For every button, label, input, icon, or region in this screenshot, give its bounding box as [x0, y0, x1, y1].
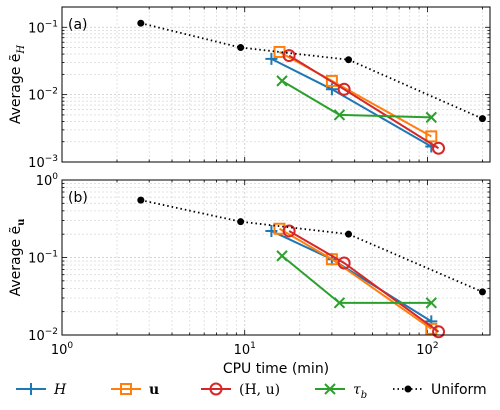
y-tick-label: 10−2 — [28, 327, 58, 344]
legend-label-Hu: (H, u) — [239, 382, 280, 398]
series-line-Hu — [288, 230, 440, 333]
legend-label-H: H — [53, 382, 67, 398]
data-point-uniform — [137, 19, 145, 27]
legend-label-tau: τb — [353, 382, 367, 401]
data-point-Hu — [337, 256, 351, 270]
series-Hu — [282, 224, 446, 339]
data-point-u — [425, 130, 438, 143]
data-point-uniform — [345, 56, 353, 64]
series-u — [273, 222, 438, 335]
legend-entry-tau: τb — [315, 382, 367, 401]
series-line-uniform — [140, 199, 483, 293]
data-point-tau — [425, 297, 438, 309]
grid — [61, 179, 490, 336]
panel-label: (b) — [68, 190, 88, 206]
data-point-Hu — [432, 325, 446, 339]
data-point-tau — [276, 75, 288, 87]
data-point-Hu — [282, 49, 296, 63]
series-line-tau — [281, 255, 432, 304]
data-point-H — [265, 52, 278, 65]
series-line-u — [278, 227, 432, 330]
x-tick-label: 101 — [234, 341, 256, 358]
legend-entry-H: H — [16, 382, 67, 398]
series-Hu — [282, 49, 446, 155]
data-point-uniform — [237, 44, 245, 52]
data-point-H — [265, 224, 278, 237]
legend-entry-uniform: Uniform — [393, 382, 487, 398]
series-line-H — [270, 57, 432, 148]
legend-label-u: u — [149, 382, 159, 398]
data-point-u — [425, 322, 438, 335]
data-point-u — [325, 74, 338, 87]
series-uniform — [137, 196, 486, 296]
plot-frame — [61, 6, 491, 163]
panel-label: (a) — [68, 17, 88, 33]
series-H — [265, 52, 438, 153]
legend-entry-u: u — [111, 382, 159, 398]
legend-marker-H — [25, 383, 37, 395]
panel-b: 10−2 10−1 100 100 101 102 (b) Average ẽu CPU tim… — [8, 172, 491, 377]
plot-frame — [61, 179, 491, 336]
y-tick-label: 10−2 — [28, 87, 58, 104]
data-point-tau — [333, 297, 346, 309]
data-point-uniform — [237, 218, 245, 226]
series-uniform — [137, 19, 486, 123]
series-tau — [276, 250, 438, 309]
series-line-tau — [281, 80, 432, 119]
x-axis-title: CPU time (min) — [223, 361, 329, 377]
data-point-tau — [276, 250, 288, 262]
y-axis-title: Average ẽH — [8, 45, 27, 125]
legend-marker-u — [120, 383, 132, 395]
series-line-Hu — [288, 54, 440, 150]
series-line-uniform — [140, 22, 483, 120]
data-point-tau — [333, 109, 346, 121]
x-tick-label: 102 — [416, 341, 438, 358]
data-point-tau — [425, 111, 438, 124]
legend-marker-uniform — [404, 385, 412, 393]
data-point-Hu — [337, 82, 351, 96]
y-axis-title: Average ẽu — [8, 219, 27, 297]
data-point-uniform — [345, 230, 353, 238]
legend-label-uniform: Uniform — [431, 382, 487, 398]
y-tick-label: 10−1 — [28, 19, 58, 36]
x-tick-label: 100 — [51, 341, 74, 358]
data-point-uniform — [137, 196, 145, 204]
legend-entry-Hu: (H, u) — [201, 382, 280, 398]
legend-marker-Hu — [209, 382, 223, 396]
panel-a: 10−3 10−2 10−1 (a) Average ẽH — [8, 6, 491, 171]
series-line-H — [270, 230, 432, 323]
legend-marker-tau — [324, 383, 336, 395]
series-tau — [276, 75, 438, 124]
data-point-uniform — [478, 288, 486, 296]
data-point-uniform — [478, 115, 486, 123]
y-tick-label: 10−1 — [28, 250, 58, 267]
data-point-Hu — [282, 224, 296, 238]
y-tick-label: 10−3 — [28, 154, 58, 171]
data-point-Hu — [432, 141, 446, 155]
y-tick-label: 100 — [36, 172, 59, 189]
